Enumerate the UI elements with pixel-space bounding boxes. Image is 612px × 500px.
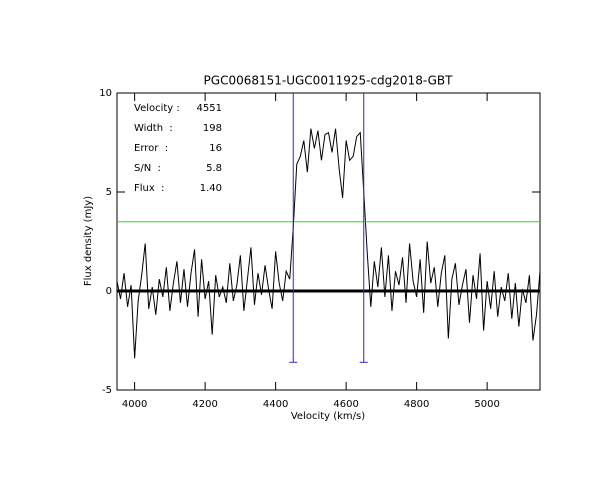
y-tick-label: 5 [106,187,112,198]
annotation-value: 198 [203,123,222,134]
spectrum-line [116,128,541,359]
y-axis-label: Flux density (mJy) [83,196,94,286]
x-tick-label: 4200 [192,399,217,410]
annotation-label: Error : [134,143,168,154]
annotation-value: 4551 [197,103,222,114]
annotation-label: Flux : [134,183,165,194]
y-tick-label: -5 [102,385,112,396]
annotation-label: Width : [134,123,173,134]
annotation-value: 1.40 [200,183,222,194]
x-tick-label: 4600 [333,399,358,410]
plot-frame [116,92,541,391]
annotation-value: 16 [209,143,222,154]
annotation-value: 5.8 [206,163,222,174]
x-tick-label: 4400 [263,399,288,410]
x-axis-label: Velocity (km/s) [291,411,365,422]
annotation-label: Velocity : [134,103,180,114]
annotation-label: S/N : [134,163,161,174]
x-tick-label: 4000 [122,399,147,410]
x-tick-label: 5000 [474,399,499,410]
x-tick-label: 4800 [404,399,429,410]
y-tick-label: 0 [106,286,112,297]
chart-title: PGC0068151-UGC0011925-cdg2018-GBT [204,74,454,88]
y-tick-label: 10 [99,88,112,99]
